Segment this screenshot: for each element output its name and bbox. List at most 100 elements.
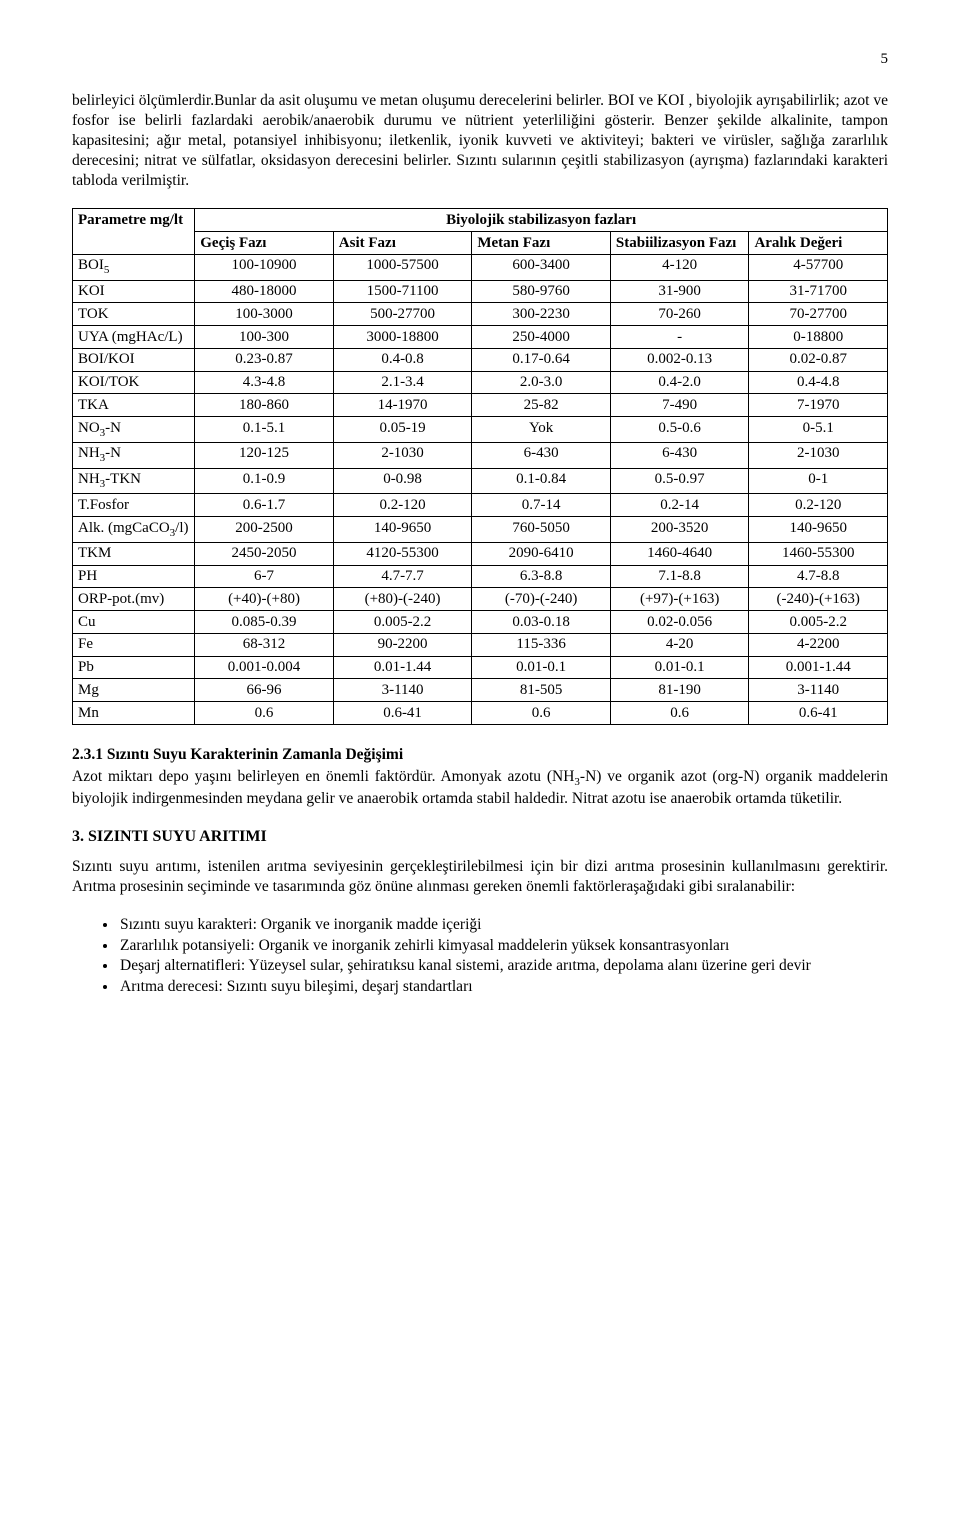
table-row: NH3-N120-1252-10306-4306-4302-1030 (73, 442, 888, 468)
value-cell: 4-120 (610, 254, 749, 280)
value-cell: 0.02-0.056 (610, 611, 749, 634)
value-cell: 180-860 (195, 394, 334, 417)
table-row: Mg66-963-114081-50581-1903-1140 (73, 679, 888, 702)
value-cell: 600-3400 (472, 254, 611, 280)
value-cell: 0.4-0.8 (333, 348, 472, 371)
value-cell: 500-27700 (333, 303, 472, 326)
value-cell: 81-505 (472, 679, 611, 702)
param-cell: KOI (73, 280, 195, 303)
value-cell: 6.3-8.8 (472, 565, 611, 588)
table-row: Mn0.60.6-410.60.60.6-41 (73, 702, 888, 725)
param-cell: Mn (73, 702, 195, 725)
value-cell: 7.1-8.8 (610, 565, 749, 588)
table-row: TKA180-86014-197025-827-4907-1970 (73, 394, 888, 417)
value-cell: 0.5-0.97 (610, 468, 749, 494)
value-cell: 4.7-7.7 (333, 565, 472, 588)
value-cell: 0-18800 (749, 326, 888, 349)
value-cell: 0.4-2.0 (610, 371, 749, 394)
value-cell: 0.005-2.2 (333, 611, 472, 634)
value-cell: 300-2230 (472, 303, 611, 326)
value-cell: 3-1140 (749, 679, 888, 702)
value-cell: 140-9650 (333, 517, 472, 543)
param-cell: Mg (73, 679, 195, 702)
table-row: BOI/KOI0.23-0.870.4-0.80.17-0.640.002-0.… (73, 348, 888, 371)
value-cell: 0-0.98 (333, 468, 472, 494)
value-cell: 6-430 (472, 442, 611, 468)
value-cell: (+97)-(+163) (610, 588, 749, 611)
value-cell: 2090-6410 (472, 542, 611, 565)
value-cell: 7-490 (610, 394, 749, 417)
value-cell: (-240)-(+163) (749, 588, 888, 611)
table-row: BOI5100-109001000-57500600-34004-1204-57… (73, 254, 888, 280)
value-cell: 81-190 (610, 679, 749, 702)
table-row: ORP-pot.(mv)(+40)-(+80)(+80)-(-240)(-70)… (73, 588, 888, 611)
list-item: Deşarj alternatifleri: Yüzeysel sular, ş… (118, 956, 888, 976)
value-cell: 0-1 (749, 468, 888, 494)
table-row: TKM2450-20504120-553002090-64101460-4640… (73, 542, 888, 565)
value-cell: 90-2200 (333, 633, 472, 656)
table-row: UYA (mgHAc/L)100-3003000-18800250-4000-0… (73, 326, 888, 349)
value-cell: 4-20 (610, 633, 749, 656)
value-cell: Yok (472, 417, 611, 443)
value-cell: 0.6-41 (749, 702, 888, 725)
value-cell: 0.2-120 (749, 494, 888, 517)
value-cell: 4.3-4.8 (195, 371, 334, 394)
value-cell: 0.085-0.39 (195, 611, 334, 634)
value-cell: (+40)-(+80) (195, 588, 334, 611)
value-cell: 0.6 (472, 702, 611, 725)
param-cell: TOK (73, 303, 195, 326)
value-cell: 2.0-3.0 (472, 371, 611, 394)
value-cell: 0.2-14 (610, 494, 749, 517)
value-cell: 2.1-3.4 (333, 371, 472, 394)
value-cell: 140-9650 (749, 517, 888, 543)
value-cell: 0.05-19 (333, 417, 472, 443)
table-row: Cu0.085-0.390.005-2.20.03-0.180.02-0.056… (73, 611, 888, 634)
value-cell: 200-2500 (195, 517, 334, 543)
table-row: Fe68-31290-2200115-3364-204-2200 (73, 633, 888, 656)
table-row: KOI480-180001500-71100580-976031-90031-7… (73, 280, 888, 303)
table-row: TOK100-3000500-27700300-223070-26070-277… (73, 303, 888, 326)
param-cell: NH3-TKN (73, 468, 195, 494)
value-cell: 1000-57500 (333, 254, 472, 280)
value-cell: 200-3520 (610, 517, 749, 543)
value-cell: - (610, 326, 749, 349)
th-asit: Asit Fazı (333, 232, 472, 255)
param-cell: UYA (mgHAc/L) (73, 326, 195, 349)
value-cell: 6-7 (195, 565, 334, 588)
th-parametre: Parametre mg/lt (73, 209, 195, 255)
value-cell: 3000-18800 (333, 326, 472, 349)
table-row: Pb0.001-0.0040.01-1.440.01-0.10.01-0.10.… (73, 656, 888, 679)
param-cell: NH3-N (73, 442, 195, 468)
value-cell: 66-96 (195, 679, 334, 702)
value-cell: 0.6 (610, 702, 749, 725)
th-aralik: Aralık Değeri (749, 232, 888, 255)
value-cell: 0.001-1.44 (749, 656, 888, 679)
value-cell: 0.23-0.87 (195, 348, 334, 371)
value-cell: 2-1030 (333, 442, 472, 468)
section-3-title: 3. SIZINTI SUYU ARITIMI (72, 827, 888, 847)
value-cell: 0.5-0.6 (610, 417, 749, 443)
value-cell: 14-1970 (333, 394, 472, 417)
value-cell: 0.02-0.87 (749, 348, 888, 371)
param-cell: TKA (73, 394, 195, 417)
section-231-title: 2.3.1 Sızıntı Suyu Karakterinin Zamanla … (72, 745, 888, 765)
value-cell: 0.17-0.64 (472, 348, 611, 371)
value-cell: 760-5050 (472, 517, 611, 543)
value-cell: 1500-71100 (333, 280, 472, 303)
param-cell: NO3-N (73, 417, 195, 443)
value-cell: 0.01-0.1 (472, 656, 611, 679)
value-cell: 0.01-0.1 (610, 656, 749, 679)
value-cell: 1460-4640 (610, 542, 749, 565)
value-cell: 115-336 (472, 633, 611, 656)
th-metan: Metan Fazı (472, 232, 611, 255)
value-cell: 0.03-0.18 (472, 611, 611, 634)
param-cell: TKM (73, 542, 195, 565)
value-cell: 100-3000 (195, 303, 334, 326)
value-cell: 0.7-14 (472, 494, 611, 517)
value-cell: 250-4000 (472, 326, 611, 349)
value-cell: 4.7-8.8 (749, 565, 888, 588)
value-cell: 1460-55300 (749, 542, 888, 565)
table-row: T.Fosfor0.6-1.70.2-1200.7-140.2-140.2-12… (73, 494, 888, 517)
table-row: NH3-TKN0.1-0.90-0.980.1-0.840.5-0.970-1 (73, 468, 888, 494)
param-cell: BOI5 (73, 254, 195, 280)
